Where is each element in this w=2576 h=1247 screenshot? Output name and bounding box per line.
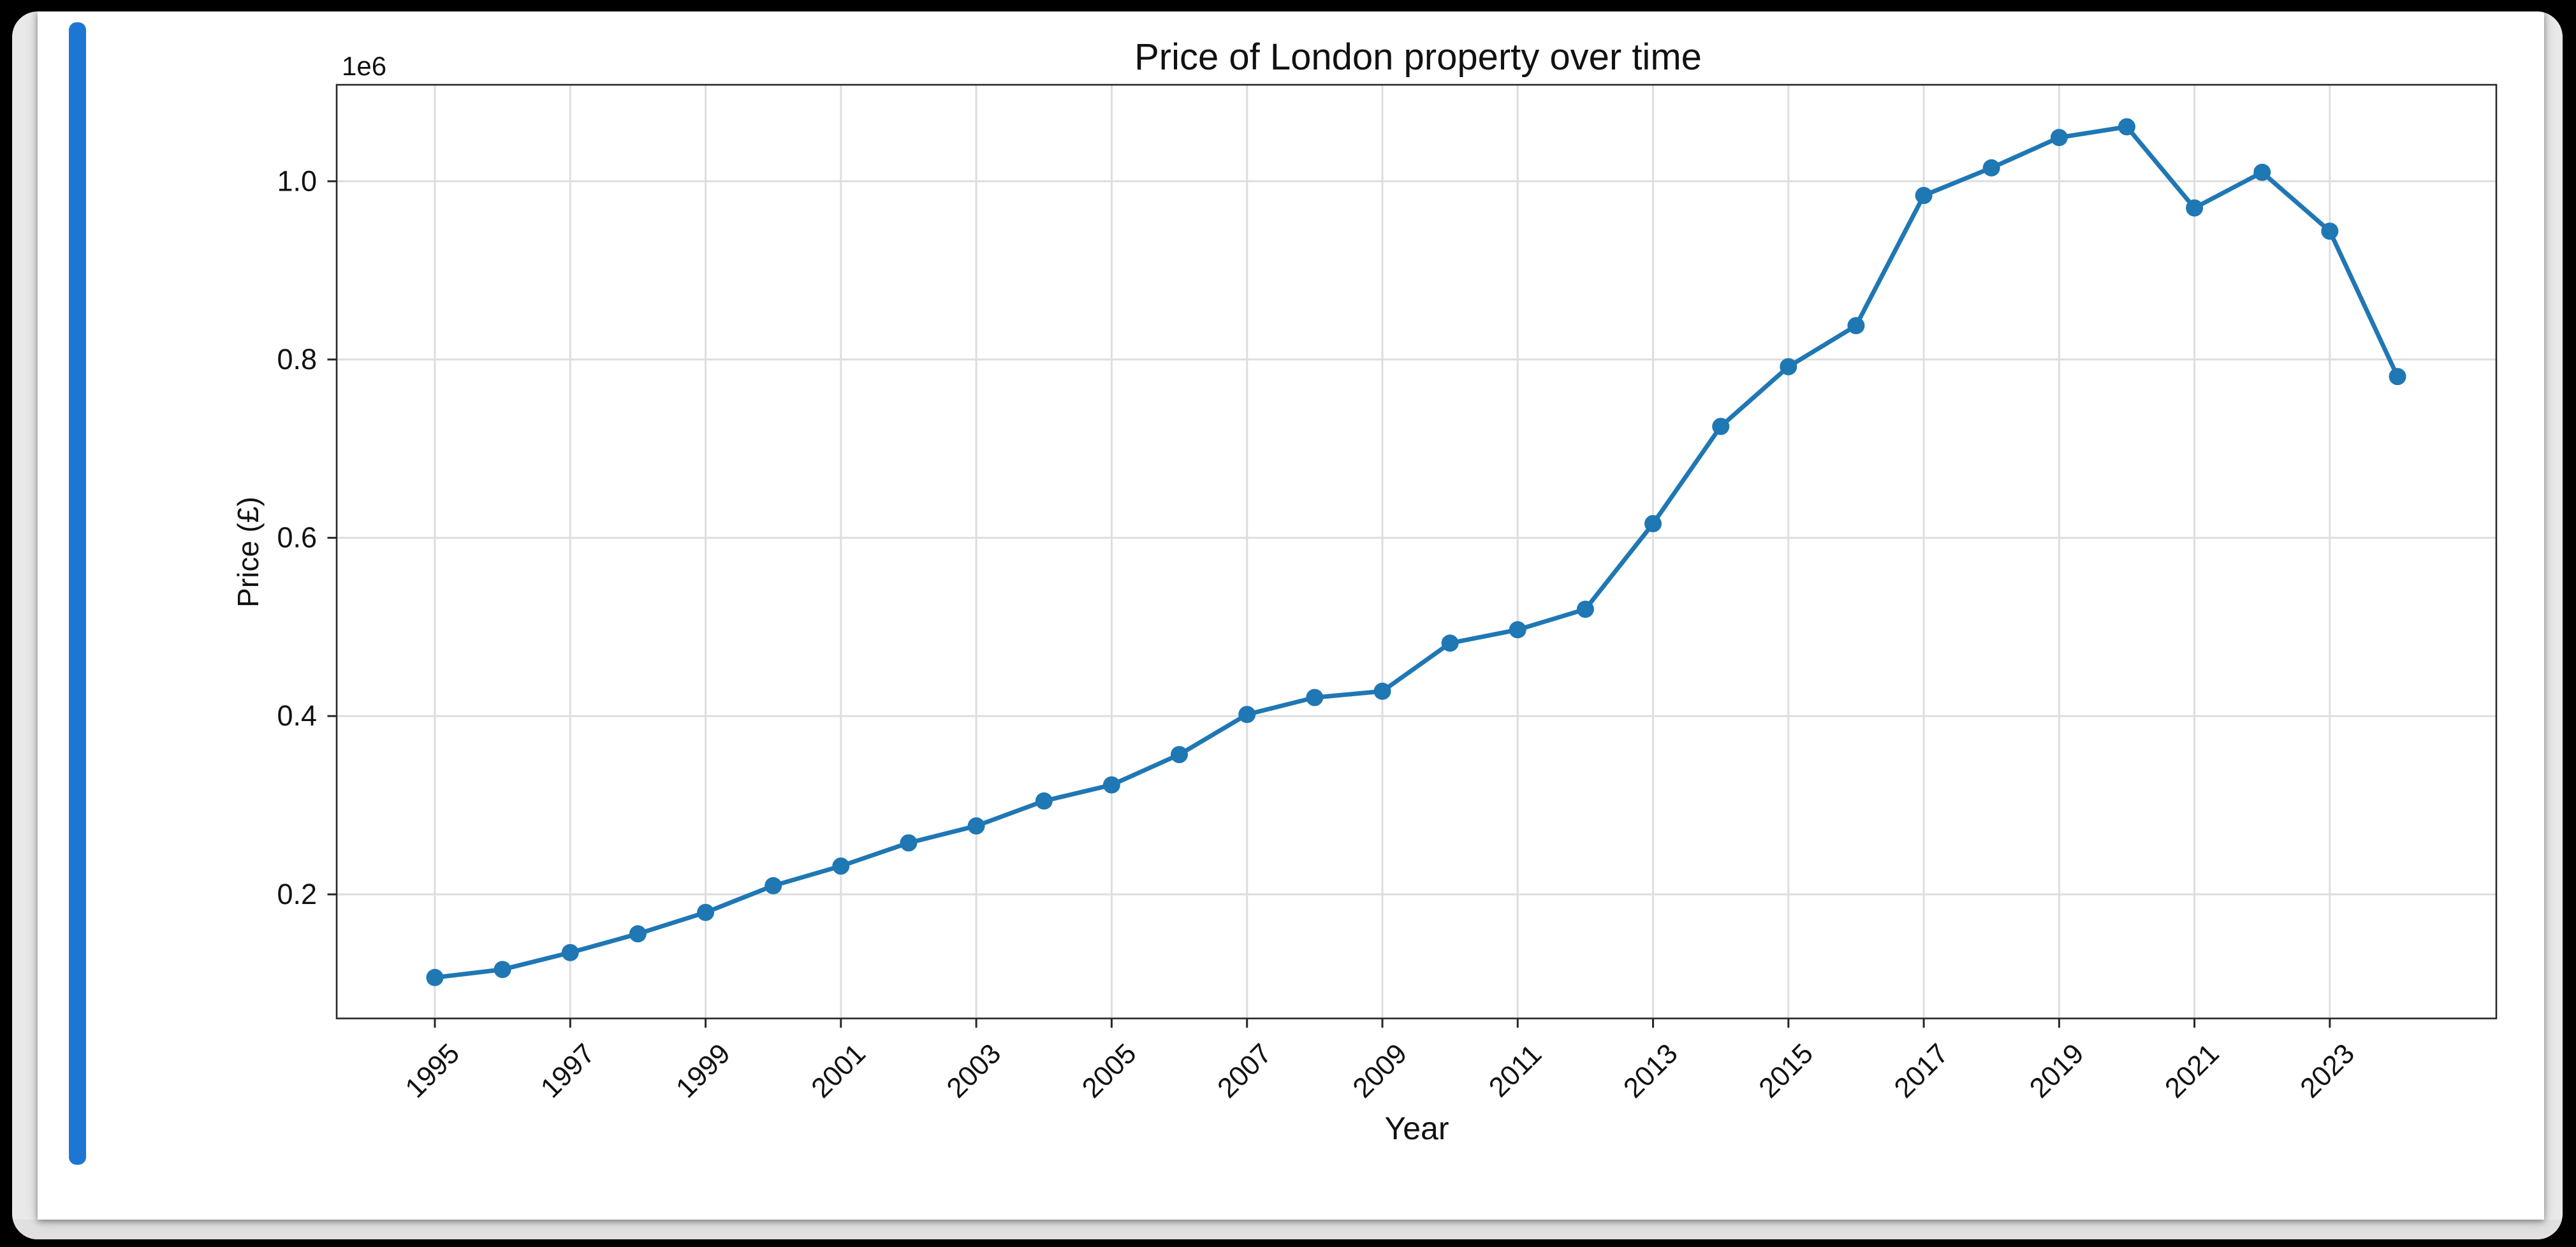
svg-text:1997: 1997 <box>535 1038 601 1104</box>
svg-text:1e6: 1e6 <box>342 51 386 81</box>
svg-text:Price (£): Price (£) <box>231 497 265 608</box>
svg-text:0.6: 0.6 <box>277 521 317 554</box>
svg-text:1995: 1995 <box>399 1038 465 1104</box>
svg-text:0.4: 0.4 <box>277 699 317 732</box>
svg-text:2019: 2019 <box>2024 1038 2090 1104</box>
svg-text:2005: 2005 <box>1076 1038 1143 1104</box>
svg-text:2009: 2009 <box>1347 1038 1413 1104</box>
svg-text:2001: 2001 <box>805 1038 872 1104</box>
svg-text:0.8: 0.8 <box>277 343 317 376</box>
svg-text:2007: 2007 <box>1211 1038 1278 1104</box>
svg-text:2015: 2015 <box>1753 1038 1819 1104</box>
svg-text:2011: 2011 <box>1483 1039 1548 1104</box>
svg-text:1999: 1999 <box>670 1038 736 1104</box>
svg-text:2017: 2017 <box>1888 1038 1954 1104</box>
svg-text:Year: Year <box>1384 1111 1449 1146</box>
svg-text:1.0: 1.0 <box>277 164 317 197</box>
svg-text:0.2: 0.2 <box>277 878 317 910</box>
svg-text:2021: 2021 <box>2159 1038 2225 1104</box>
svg-text:2023: 2023 <box>2294 1038 2360 1104</box>
svg-text:2003: 2003 <box>940 1038 1007 1104</box>
svg-text:2013: 2013 <box>1618 1038 1684 1104</box>
svg-text:Price of London property over: Price of London property over time <box>1134 36 1702 78</box>
